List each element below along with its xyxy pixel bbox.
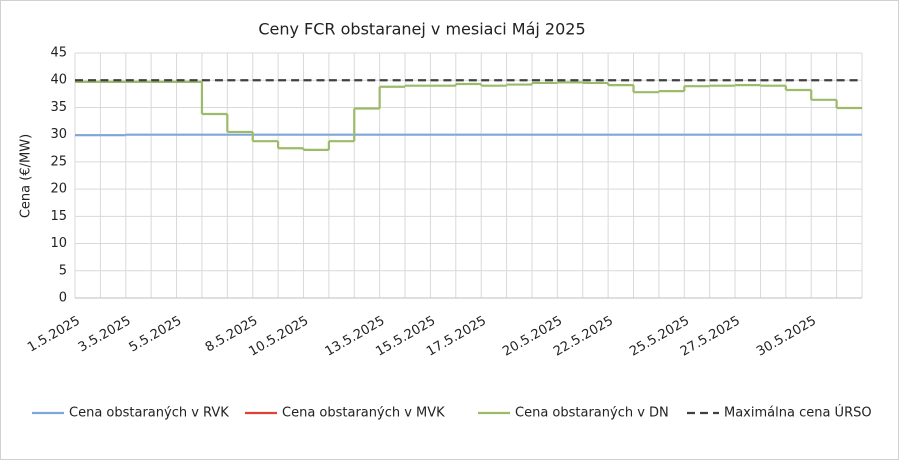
y-tick-label: 10 <box>50 236 67 251</box>
chart-title: Ceny FCR obstaranej v mesiaci Máj 2025 <box>258 20 585 39</box>
y-tick-label: 25 <box>50 154 67 169</box>
y-tick-label: 35 <box>50 100 67 115</box>
y-tick-label: 45 <box>50 46 67 61</box>
legend-label: Cena obstaraných v MVK <box>282 406 445 421</box>
legend-label: Maximálna cena ÚRSO <box>724 405 872 421</box>
y-tick-label: 20 <box>50 182 67 197</box>
y-tick-label: 15 <box>50 209 67 224</box>
y-tick-label: 40 <box>50 73 67 88</box>
y-axis-label: Cena (€/MW) <box>19 134 34 218</box>
legend-label: Cena obstaraných v RVK <box>69 406 229 421</box>
legend-label: Cena obstaraných v DN <box>515 406 669 421</box>
y-tick-label: 30 <box>50 127 67 142</box>
y-tick-label: 5 <box>59 263 67 278</box>
y-tick-label: 0 <box>59 291 67 306</box>
